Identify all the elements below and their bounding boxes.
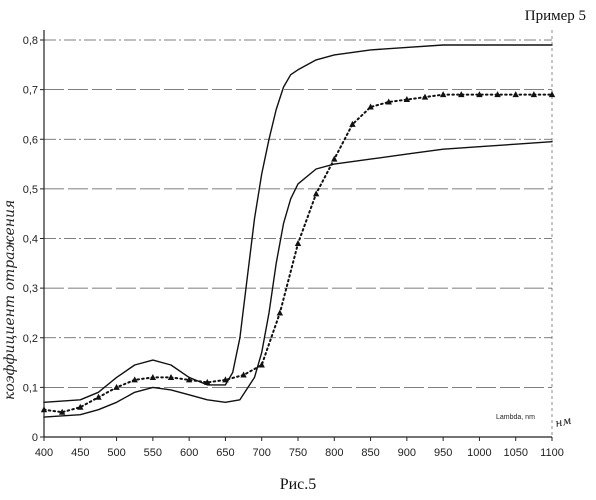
triangle-marker <box>295 240 301 246</box>
x-tick-labels: 400 450 500 550 600 650 700 750 800 850 900 950 1000… <box>35 437 564 459</box>
y-tick-label: 0,7 <box>23 85 38 97</box>
y-tick-label: 0,6 <box>23 134 38 146</box>
x-tick-label: 700 <box>253 447 271 459</box>
x-tick-label: 950 <box>434 447 452 459</box>
axes <box>44 30 552 437</box>
x-tick-label: 450 <box>71 447 89 459</box>
x-tick-label: 800 <box>325 447 343 459</box>
series-line-3 <box>44 95 552 413</box>
figure-caption: Рис.5 <box>0 476 596 494</box>
triangle-markers <box>41 91 555 415</box>
series-line-2 <box>44 142 552 417</box>
x-tick-label: 650 <box>216 447 234 459</box>
series-line-1 <box>44 45 552 402</box>
x-axis-handwritten-label: нм <box>554 414 573 430</box>
triangle-marker <box>150 374 156 380</box>
y-tick-label: 0,4 <box>23 234 38 246</box>
x-tick-label: 500 <box>107 447 125 459</box>
x-tick-label: 900 <box>398 447 416 459</box>
x-tick-label: 850 <box>361 447 379 459</box>
reflectance-chart: 0 0,1 0,2 0,3 0,4 0,5 0,6 0,7 0,8 400 450 500 550 60… <box>0 0 596 470</box>
x-tick-label: 550 <box>144 447 162 459</box>
grid-lines <box>44 40 552 387</box>
triangle-marker <box>422 94 428 100</box>
y-tick-label: 0,3 <box>23 283 38 295</box>
series-group <box>44 45 552 417</box>
x-axis-label: Lambda, nm <box>496 414 535 421</box>
x-tick-label: 400 <box>35 447 53 459</box>
x-tick-label: 1100 <box>540 447 564 459</box>
triangle-marker <box>313 190 319 196</box>
y-tick-label: 0,8 <box>23 35 38 47</box>
x-tick-label: 750 <box>289 447 307 459</box>
triangle-marker <box>168 374 174 380</box>
y-axis-label: коэффициент отражения <box>2 200 18 400</box>
y-tick-label: 0,5 <box>23 184 38 196</box>
y-tick-label: 0 <box>32 432 38 444</box>
y-tick-label: 0,1 <box>23 382 38 394</box>
triangle-marker <box>440 91 446 97</box>
triangle-marker <box>513 91 519 97</box>
x-tick-label: 1050 <box>503 447 527 459</box>
y-tick-labels: 0 0,1 0,2 0,3 0,4 0,5 0,6 0,7 0,8 <box>23 35 44 444</box>
triangle-marker <box>95 394 101 400</box>
x-tick-label: 600 <box>180 447 198 459</box>
triangle-marker <box>277 309 283 315</box>
x-tick-label: 1000 <box>467 447 491 459</box>
y-tick-label: 0,2 <box>23 333 38 345</box>
